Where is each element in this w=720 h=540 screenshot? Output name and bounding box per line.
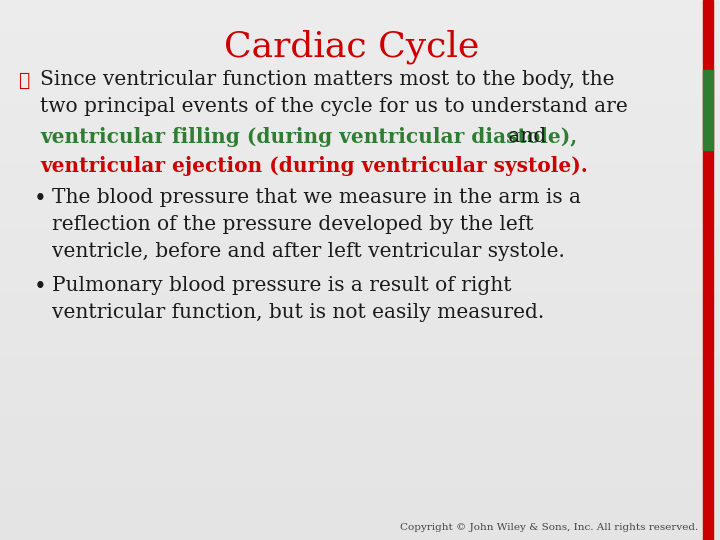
Text: •: • xyxy=(34,276,47,298)
Bar xyxy=(703,70,713,150)
Text: ventricular function, but is not easily measured.: ventricular function, but is not easily … xyxy=(52,303,544,322)
Text: ❖: ❖ xyxy=(18,72,30,90)
Text: ventricular filling (during ventricular diastole),: ventricular filling (during ventricular … xyxy=(40,127,577,147)
Text: Copyright © John Wiley & Sons, Inc. All rights reserved.: Copyright © John Wiley & Sons, Inc. All … xyxy=(400,523,698,532)
Text: and: and xyxy=(502,127,546,146)
Text: two principal events of the cycle for us to understand are: two principal events of the cycle for us… xyxy=(40,97,628,116)
Bar xyxy=(703,0,713,540)
Text: Cardiac Cycle: Cardiac Cycle xyxy=(225,30,480,64)
Text: ventricular ejection (during ventricular systole).: ventricular ejection (during ventricular… xyxy=(40,156,588,176)
Text: Pulmonary blood pressure is a result of right: Pulmonary blood pressure is a result of … xyxy=(52,276,511,295)
Text: •: • xyxy=(34,188,47,210)
Text: Since ventricular function matters most to the body, the: Since ventricular function matters most … xyxy=(40,70,614,89)
Text: The blood pressure that we measure in the arm is a: The blood pressure that we measure in th… xyxy=(52,188,581,207)
Text: reflection of the pressure developed by the left: reflection of the pressure developed by … xyxy=(52,215,534,234)
Text: ventricle, before and after left ventricular systole.: ventricle, before and after left ventric… xyxy=(52,242,565,261)
